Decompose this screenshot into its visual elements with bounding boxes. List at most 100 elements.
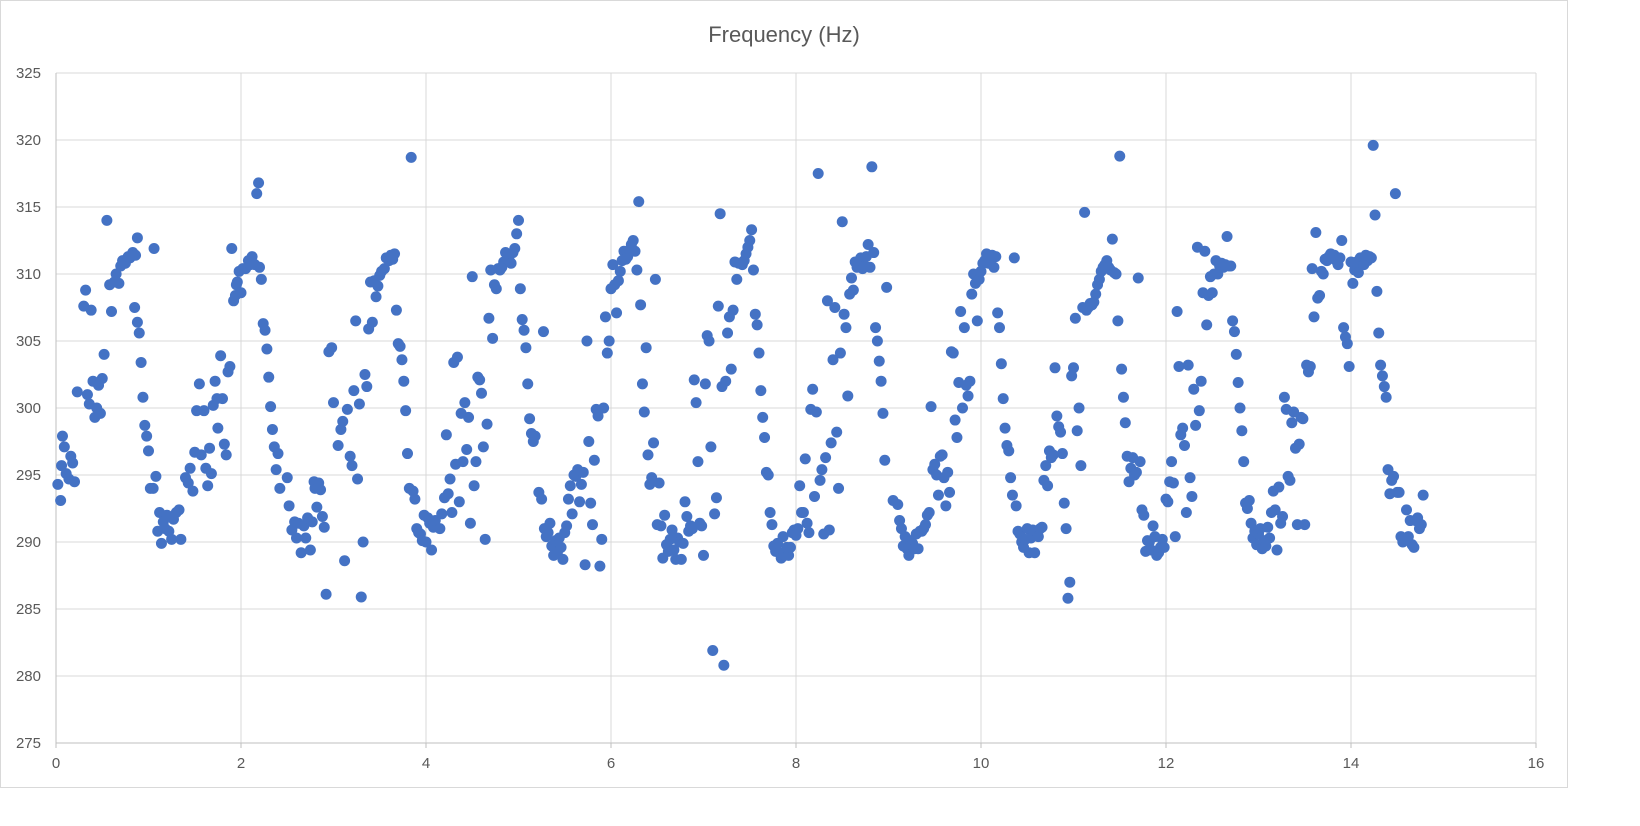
data-point <box>1271 544 1283 556</box>
data-point <box>261 343 273 355</box>
x-tick-label: 0 <box>52 755 60 772</box>
data-point <box>777 531 789 543</box>
data-point <box>766 519 778 531</box>
data-point <box>405 151 417 163</box>
data-point <box>990 251 1002 263</box>
data-point <box>847 284 859 296</box>
data-point <box>1238 456 1250 468</box>
data-point <box>479 533 491 545</box>
data-point <box>649 273 661 285</box>
data-point <box>1110 268 1122 280</box>
data-point <box>98 348 110 360</box>
data-point <box>474 374 486 386</box>
data-point <box>1062 592 1074 604</box>
data-point <box>398 375 410 387</box>
data-point <box>440 429 452 441</box>
data-point <box>995 358 1007 370</box>
data-point <box>457 456 469 468</box>
data-point <box>1221 230 1233 242</box>
data-point <box>226 243 238 255</box>
data-point <box>481 418 493 430</box>
data-point <box>466 271 478 283</box>
data-point <box>209 375 221 387</box>
data-point <box>166 533 178 545</box>
data-point <box>964 375 976 387</box>
data-point <box>579 559 591 571</box>
data-point <box>801 517 813 529</box>
data-point <box>1047 449 1059 461</box>
data-point <box>283 500 295 512</box>
y-tick-label: 290 <box>16 534 41 551</box>
data-point <box>827 354 839 366</box>
data-point <box>372 280 384 292</box>
data-point <box>744 235 756 246</box>
data-point <box>1227 315 1239 327</box>
data-point <box>315 484 327 496</box>
data-point <box>1314 289 1326 301</box>
data-point <box>505 257 517 269</box>
data-point <box>561 520 573 532</box>
data-point <box>1273 481 1285 493</box>
data-point <box>217 393 228 405</box>
data-point <box>1112 315 1124 327</box>
data-point <box>575 478 587 490</box>
data-point <box>635 299 647 311</box>
data-point <box>587 519 598 531</box>
data-point <box>1166 456 1178 468</box>
data-point <box>212 422 224 434</box>
data-point <box>182 477 194 489</box>
chart-title: Frequency (Hz) <box>708 22 860 47</box>
data-point <box>688 374 700 386</box>
data-point <box>1393 486 1405 498</box>
data-point <box>520 342 532 354</box>
data-point <box>1408 541 1420 553</box>
data-point <box>487 332 499 344</box>
data-point <box>255 273 267 285</box>
data-point <box>1365 252 1377 264</box>
data-point <box>611 307 623 319</box>
data-point <box>1171 306 1183 318</box>
data-point <box>1040 460 1052 472</box>
data-point <box>1338 322 1350 334</box>
data-point <box>1069 312 1081 324</box>
data-point <box>1243 494 1255 506</box>
data-point <box>994 322 1005 334</box>
data-point <box>1195 375 1207 387</box>
data-point <box>566 508 578 520</box>
data-point <box>690 397 702 409</box>
data-point <box>463 411 475 423</box>
data-point <box>52 478 64 490</box>
data-point <box>1306 263 1318 275</box>
data-point <box>215 350 227 362</box>
y-tick-label: 305 <box>16 333 41 350</box>
data-point <box>1186 490 1198 502</box>
data-point <box>749 308 761 320</box>
data-point <box>537 326 549 338</box>
data-point <box>557 553 569 565</box>
data-point <box>1184 472 1196 484</box>
data-point <box>231 276 243 288</box>
data-point <box>205 468 217 480</box>
data-point <box>318 521 330 533</box>
gridlines <box>56 72 1537 744</box>
data-point <box>794 480 806 492</box>
data-point <box>291 532 302 544</box>
data-point <box>797 507 809 519</box>
data-point <box>784 541 796 553</box>
data-point <box>966 288 978 300</box>
data-point <box>868 247 880 259</box>
data-point <box>1029 547 1041 559</box>
data-point <box>58 441 70 453</box>
data-point <box>71 386 83 398</box>
data-point <box>746 224 758 236</box>
data-point <box>631 264 643 276</box>
data-point <box>699 378 711 390</box>
data-point <box>816 464 828 476</box>
data-point <box>1417 489 1429 501</box>
data-point <box>1182 359 1194 371</box>
data-point <box>681 511 693 523</box>
data-point <box>720 375 732 387</box>
data-point <box>476 387 487 399</box>
data-point <box>577 466 589 478</box>
data-point <box>394 340 406 352</box>
